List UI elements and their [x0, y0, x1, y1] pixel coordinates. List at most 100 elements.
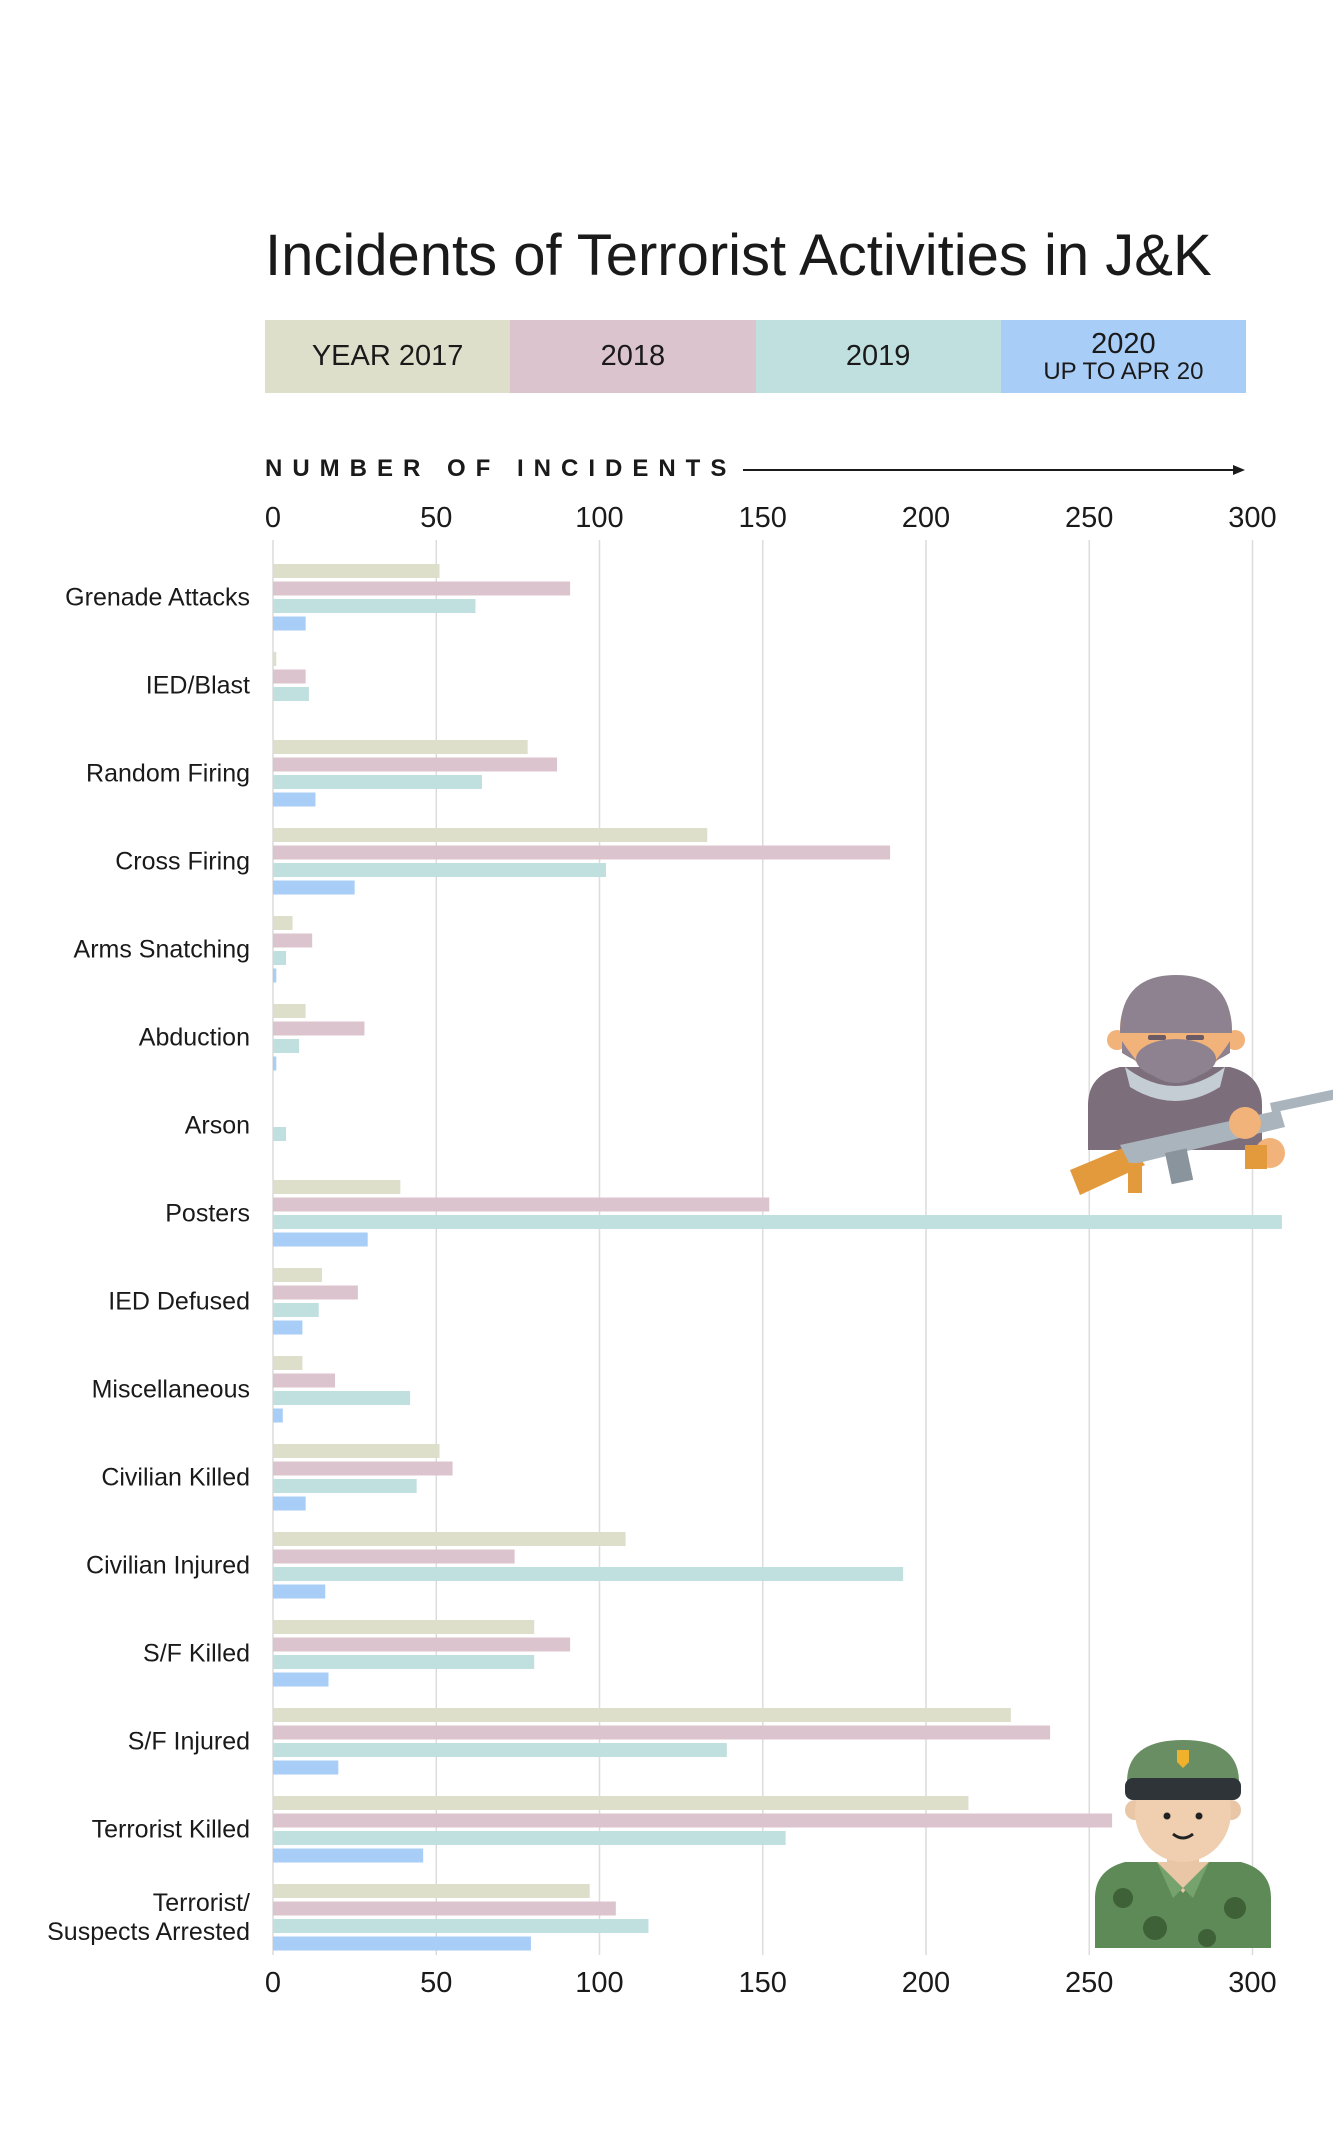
- bar-2018: [273, 1901, 616, 1916]
- legend-item-2017: YEAR 2017: [265, 320, 511, 393]
- bar-2020: [273, 1232, 368, 1247]
- bar-2018: [273, 757, 558, 772]
- bar-2018: [273, 1549, 515, 1564]
- x-tick-label-bottom: 50: [420, 1967, 452, 1999]
- bar-2020: [273, 1408, 283, 1423]
- bar-year-2017: [273, 1708, 1011, 1722]
- bar-year-2017: [273, 1620, 535, 1634]
- bar-2018: [273, 1461, 453, 1476]
- category-label: Suspects Arrested: [47, 1918, 250, 1946]
- bar-year-2017: [273, 652, 277, 666]
- bar-2019: [273, 863, 607, 877]
- legend-item-2019: 2019: [755, 320, 1001, 393]
- legend-label: YEAR 2017: [311, 340, 464, 373]
- bar-year-2017: [273, 1356, 303, 1370]
- category-label: Posters: [165, 1200, 250, 1228]
- bar-2020: [273, 792, 316, 807]
- army-soldier-icon: [1095, 1740, 1271, 1948]
- bar-2020: [273, 1848, 424, 1863]
- category-label: Cross Firing: [115, 848, 250, 876]
- category-label: IED Defused: [108, 1288, 250, 1316]
- category-label: Grenade Attacks: [65, 584, 250, 612]
- x-tick-label-bottom: 200: [902, 1967, 950, 1999]
- bar-2020: [273, 968, 277, 983]
- category-label: Abduction: [139, 1024, 250, 1052]
- tick-labels: 0 0 50 50 100 100 150 150 200 200 250 250 300 300: [265, 502, 1277, 1999]
- category-label: Terrorist Killed: [92, 1816, 250, 1844]
- bars: [273, 564, 1282, 1951]
- bar-2019: [273, 599, 476, 613]
- category-label: IED/Blast: [146, 672, 250, 700]
- bar-year-2017: [273, 916, 293, 930]
- bar-2018: [273, 1021, 365, 1036]
- bar-2019: [273, 1215, 1282, 1229]
- legend-label: 2019: [845, 340, 911, 373]
- chart-title: Incidents of Terrorist Activities in J&K: [265, 223, 1212, 288]
- bar-2018: [273, 933, 313, 948]
- bar-2019: [273, 1655, 535, 1669]
- x-tick-label-bottom: 100: [575, 1967, 623, 1999]
- bar-2019: [273, 1567, 904, 1581]
- legend-label: 2020: [1091, 327, 1156, 360]
- x-axis-label: NUMBER OF INCIDENTS: [265, 455, 737, 482]
- bar-2018: [273, 581, 571, 596]
- bar-2018: [273, 1373, 336, 1388]
- x-tick-label-top: 0: [265, 502, 281, 534]
- category-label: Civilian Injured: [86, 1552, 250, 1580]
- x-tick-label-top: 200: [902, 502, 950, 534]
- bar-2019: [273, 951, 287, 965]
- bar-year-2017: [273, 1268, 322, 1282]
- bar-2019: [273, 1831, 786, 1845]
- bar-2020: [273, 1320, 303, 1335]
- bar-2020: [273, 1056, 277, 1071]
- bar-2020: [273, 1496, 306, 1511]
- category-label: Miscellaneous: [92, 1376, 250, 1404]
- x-tick-label-top: 100: [575, 502, 623, 534]
- masked-terrorist-with-rifle-icon: [1070, 975, 1333, 1195]
- legend-item-2018: 2018: [510, 320, 756, 393]
- bar-2018: [273, 1725, 1051, 1740]
- category-label: Terrorist/: [153, 1889, 250, 1917]
- x-tick-label-top: 150: [739, 502, 787, 534]
- legend-sublabel: UP TO APR 20: [1043, 358, 1204, 386]
- bar-2019: [273, 1127, 287, 1141]
- bar-year-2017: [273, 1444, 440, 1458]
- x-tick-label-bottom: 250: [1065, 1967, 1113, 1999]
- bar-2020: [273, 880, 355, 895]
- x-tick-label-top: 250: [1065, 502, 1113, 534]
- category-label: S/F Killed: [143, 1640, 250, 1668]
- x-tick-label-top: 300: [1228, 502, 1276, 534]
- axis-heading: NUMBER OF INCIDENTS: [265, 455, 1255, 485]
- x-tick-label-top: 50: [420, 502, 452, 534]
- bar-2019: [273, 775, 482, 789]
- bar-2020: [273, 1936, 531, 1951]
- x-tick-label-bottom: 150: [739, 1967, 787, 1999]
- x-tick-label-bottom: 300: [1228, 1967, 1276, 1999]
- bar-2019: [273, 1039, 300, 1053]
- x-tick-label-bottom: 0: [265, 1967, 281, 1999]
- bar-2019: [273, 1391, 411, 1405]
- bar-2020: [273, 1672, 329, 1687]
- category-label: Civilian Killed: [101, 1464, 250, 1492]
- bar-year-2017: [273, 1180, 401, 1194]
- bar-2019: [273, 1303, 319, 1317]
- bar-year-2017: [273, 1004, 306, 1018]
- legend: YEAR 2017 2018 2019 2020 UP TO APR 20: [265, 320, 1246, 393]
- bar-year-2017: [273, 1884, 590, 1898]
- bar-2020: [273, 1584, 326, 1599]
- category-label: S/F Injured: [128, 1728, 250, 1756]
- category-labels: Grenade Attacks IED/Blast Random Firing Cro…: [47, 584, 250, 1947]
- bar-2018: [273, 1637, 571, 1652]
- bar-year-2017: [273, 740, 528, 754]
- bar-2019: [273, 687, 309, 701]
- bar-2019: [273, 1919, 649, 1933]
- bar-year-2017: [273, 1532, 626, 1546]
- legend-label: 2018: [600, 340, 666, 373]
- bar-2018: [273, 1197, 770, 1212]
- bar-year-2017: [273, 1796, 969, 1810]
- category-label: Random Firing: [86, 760, 250, 788]
- bar-2019: [273, 1743, 727, 1757]
- bar-2018: [273, 845, 891, 860]
- bar-year-2017: [273, 828, 708, 842]
